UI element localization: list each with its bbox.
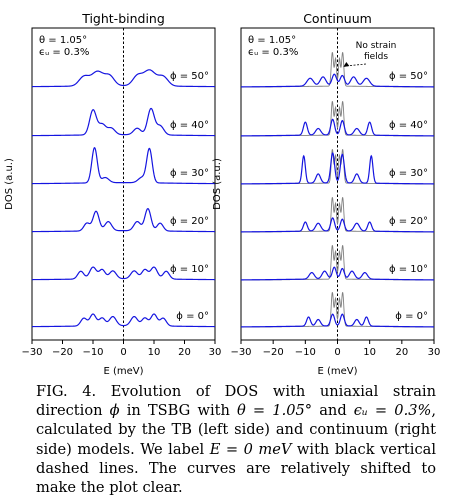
x-tick-label: 30 xyxy=(209,347,222,358)
x-tick-label: −20 xyxy=(263,347,284,358)
x-tick-label: −10 xyxy=(295,347,316,358)
x-tick-label: −10 xyxy=(82,347,103,358)
param-label: ϵᵤ = 0.3% xyxy=(39,47,89,58)
series-label: ϕ = 30° xyxy=(389,168,428,179)
annotation-arrowhead xyxy=(343,62,350,67)
dos-curve xyxy=(241,313,434,328)
x-tick-label: 10 xyxy=(148,347,161,358)
x-tick-label: −30 xyxy=(230,347,251,358)
param-label: ϵᵤ = 0.3% xyxy=(248,47,298,58)
param-label: θ = 1.05° xyxy=(248,35,296,46)
x-axis-label: E (meV) xyxy=(317,366,357,377)
series-label: ϕ = 0° xyxy=(395,311,428,322)
x-tick-label: −20 xyxy=(52,347,73,358)
x-tick-label: 30 xyxy=(428,347,441,358)
panel-title: Continuum xyxy=(303,11,372,26)
dos-curve xyxy=(241,73,434,88)
dos-curve xyxy=(241,217,434,233)
x-tick-label: 20 xyxy=(178,347,191,358)
dos-curve xyxy=(32,208,215,233)
x-tick-label: −30 xyxy=(21,347,42,358)
series-label: ϕ = 50° xyxy=(170,71,209,82)
series-label: ϕ = 40° xyxy=(389,120,428,131)
series-label: ϕ = 20° xyxy=(389,216,428,227)
series-label: ϕ = 30° xyxy=(170,168,209,179)
x-tick-label: 10 xyxy=(363,347,376,358)
y-axis-label: DOS (a.u.) xyxy=(4,158,15,210)
panel-tight-binding: Tight-binding E (meV) DOS (a.u.) −30 −20 −10 0… xyxy=(4,11,221,377)
x-tick-label: 20 xyxy=(395,347,408,358)
panel-title: Tight-binding xyxy=(81,11,165,26)
x-axis-label: E (meV) xyxy=(103,366,143,377)
annotation-text: No strain xyxy=(356,41,397,51)
series-label: ϕ = 40° xyxy=(170,120,209,131)
x-tick-label: 0 xyxy=(120,347,126,358)
panel-continuum: Continuum E (meV) DOS (a.u.) −30 −20 −10 0 10 20… xyxy=(212,11,440,377)
x-tick-label: 0 xyxy=(334,347,340,358)
figure-caption: FIG. 4. Evolution of DOS with uniaxial s… xyxy=(36,383,436,497)
dos-curve xyxy=(32,107,215,137)
dos-figure: Tight-binding E (meV) DOS (a.u.) −30 −20 −10 0… xyxy=(4,11,440,377)
dos-curve xyxy=(32,146,215,185)
dos-curve xyxy=(241,266,434,281)
annotation-text: fields xyxy=(364,52,388,62)
dos-curve xyxy=(32,313,215,328)
series-label: ϕ = 0° xyxy=(176,311,209,322)
y-axis-label: DOS (a.u.) xyxy=(212,158,223,210)
dos-curve xyxy=(241,152,434,185)
dos-curve xyxy=(32,266,215,281)
dos-curve xyxy=(241,118,434,137)
series-label: ϕ = 10° xyxy=(170,264,209,275)
param-label: θ = 1.05° xyxy=(39,35,87,46)
series-label: ϕ = 20° xyxy=(170,216,209,227)
series-label: ϕ = 10° xyxy=(389,264,428,275)
dos-curve xyxy=(32,69,215,88)
series-label: ϕ = 50° xyxy=(389,71,428,82)
